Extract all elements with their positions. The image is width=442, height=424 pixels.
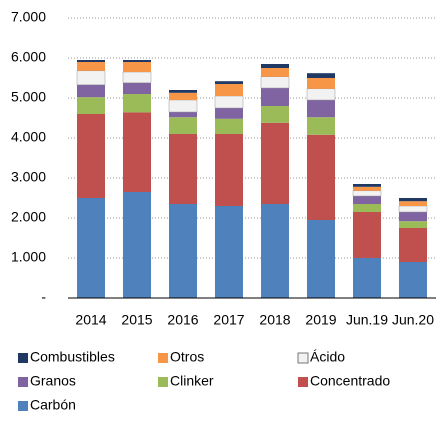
- bar-segment: [77, 114, 105, 198]
- bar-segment: [353, 186, 381, 191]
- bar-segment: [215, 108, 243, 119]
- bar-segment: [399, 228, 427, 262]
- x-tick-label: Jun.19: [346, 312, 388, 328]
- y-tick-label: 7.000: [11, 9, 46, 25]
- bar-segment: [123, 60, 151, 62]
- y-tick-label: 4.000: [11, 129, 46, 145]
- bar-segment: [306, 88, 336, 101]
- bar-segment: [123, 62, 151, 72]
- bar-segment: [169, 204, 197, 298]
- y-tick-label: -: [41, 289, 46, 305]
- x-tick-label: Jun.20: [392, 312, 434, 328]
- legend-label: Clinker: [170, 373, 214, 389]
- bar-segment: [169, 92, 197, 100]
- bar-segment: [399, 198, 427, 202]
- bar-segment: [215, 206, 243, 298]
- bar-segment: [353, 204, 381, 212]
- y-tick-label: 6.000: [11, 49, 46, 65]
- legend-swatch: [297, 352, 309, 364]
- x-tick-label: 2017: [213, 312, 244, 328]
- y-tick-label: 3.000: [11, 169, 46, 185]
- bar-segment: [169, 90, 197, 93]
- bar-segment: [307, 220, 335, 298]
- bar-segment: [169, 112, 197, 118]
- bar-segment: [307, 73, 335, 78]
- bar-segment: [353, 258, 381, 298]
- bar-segment: [399, 262, 427, 298]
- bar-segment: [352, 190, 382, 197]
- legend-swatch: [18, 377, 28, 387]
- legend-label: Concentrado: [310, 373, 390, 389]
- bar-segment: [260, 76, 290, 89]
- bar-segment: [77, 84, 105, 98]
- x-tick-label: 2016: [167, 312, 198, 328]
- bar-segment: [353, 184, 381, 187]
- bar-segment: [215, 81, 243, 84]
- bar-segment: [214, 95, 244, 109]
- legend-swatch: [158, 353, 168, 363]
- bar-segment: [261, 88, 289, 106]
- bar-segment: [123, 82, 151, 94]
- bar-segment: [77, 198, 105, 298]
- bar-segment: [76, 70, 106, 86]
- bar-segment: [261, 204, 289, 298]
- bar-segment: [77, 62, 105, 71]
- bar-segment: [215, 118, 243, 134]
- bar-segment: [169, 117, 197, 134]
- bar-segment: [261, 106, 289, 123]
- legend-label: Otros: [170, 349, 204, 365]
- bar-segment: [123, 112, 151, 192]
- bar-segment: [168, 99, 198, 113]
- bar-segment: [261, 68, 289, 77]
- bar-segment: [353, 196, 381, 204]
- bar-segment: [215, 134, 243, 206]
- bar-segment: [353, 212, 381, 258]
- x-tick-label: 2018: [259, 312, 290, 328]
- bar-segment: [307, 78, 335, 89]
- bar-segment: [77, 97, 105, 114]
- bar-segment: [77, 60, 105, 62]
- bar-segment: [307, 117, 335, 135]
- x-tick-label: 2014: [75, 312, 106, 328]
- bar-segment: [261, 64, 289, 68]
- legend-swatch: [18, 353, 28, 363]
- bar-segment: [123, 94, 151, 113]
- bar-segment: [399, 201, 427, 206]
- legend-label: Combustibles: [30, 349, 115, 365]
- bar-segment: [399, 212, 427, 222]
- bar-segment: [307, 134, 335, 220]
- legend-label: Ácido: [310, 349, 345, 365]
- bar-segment: [123, 192, 151, 298]
- bar-segment: [261, 122, 289, 204]
- y-tick-label: 5.000: [11, 89, 46, 105]
- bar-segment: [398, 205, 428, 213]
- x-tick-label: 2015: [121, 312, 152, 328]
- bar-segment: [215, 84, 243, 96]
- legend-swatch: [298, 377, 308, 387]
- bar-segment: [307, 100, 335, 118]
- y-tick-label: 1.000: [11, 249, 46, 265]
- bar-segment: [399, 221, 427, 228]
- legend-label: Granos: [30, 373, 76, 389]
- bar-segment: [122, 71, 152, 84]
- legend-swatch: [158, 377, 168, 387]
- x-tick-label: 2019: [305, 312, 336, 328]
- legend-swatch: [18, 401, 28, 411]
- y-tick-label: 2.000: [11, 209, 46, 225]
- bar-segment: [169, 134, 197, 204]
- legend-label: Carbón: [30, 397, 76, 413]
